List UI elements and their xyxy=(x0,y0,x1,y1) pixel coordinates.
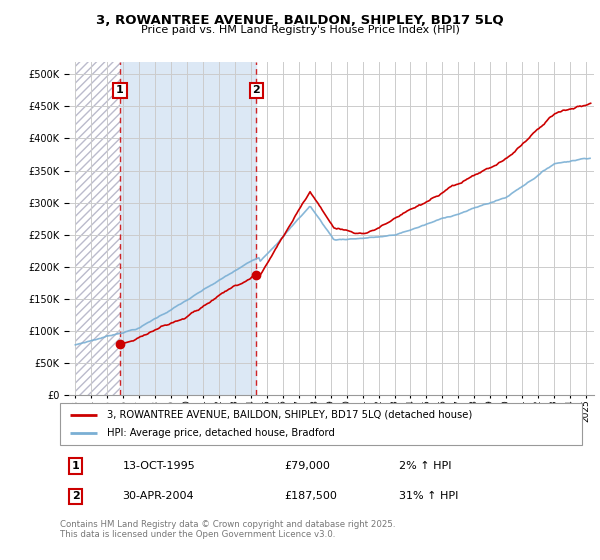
Text: 2% ↑ HPI: 2% ↑ HPI xyxy=(400,461,452,471)
Bar xyxy=(120,62,256,395)
Text: 30-APR-2004: 30-APR-2004 xyxy=(122,491,194,501)
Text: 13-OCT-1995: 13-OCT-1995 xyxy=(122,461,196,471)
Text: 1: 1 xyxy=(72,461,80,471)
Text: £187,500: £187,500 xyxy=(284,491,337,501)
Text: HPI: Average price, detached house, Bradford: HPI: Average price, detached house, Brad… xyxy=(107,428,335,438)
Bar xyxy=(76,62,120,395)
Text: 2: 2 xyxy=(72,491,80,501)
Text: 1: 1 xyxy=(116,86,124,95)
Text: Price paid vs. HM Land Registry's House Price Index (HPI): Price paid vs. HM Land Registry's House … xyxy=(140,25,460,35)
Text: £79,000: £79,000 xyxy=(284,461,331,471)
FancyBboxPatch shape xyxy=(60,403,582,445)
Text: 3, ROWANTREE AVENUE, BAILDON, SHIPLEY, BD17 5LQ: 3, ROWANTREE AVENUE, BAILDON, SHIPLEY, B… xyxy=(96,14,504,27)
Text: 3, ROWANTREE AVENUE, BAILDON, SHIPLEY, BD17 5LQ (detached house): 3, ROWANTREE AVENUE, BAILDON, SHIPLEY, B… xyxy=(107,409,472,419)
Text: 2: 2 xyxy=(253,86,260,95)
Text: 31% ↑ HPI: 31% ↑ HPI xyxy=(400,491,458,501)
Text: Contains HM Land Registry data © Crown copyright and database right 2025.
This d: Contains HM Land Registry data © Crown c… xyxy=(60,520,395,539)
